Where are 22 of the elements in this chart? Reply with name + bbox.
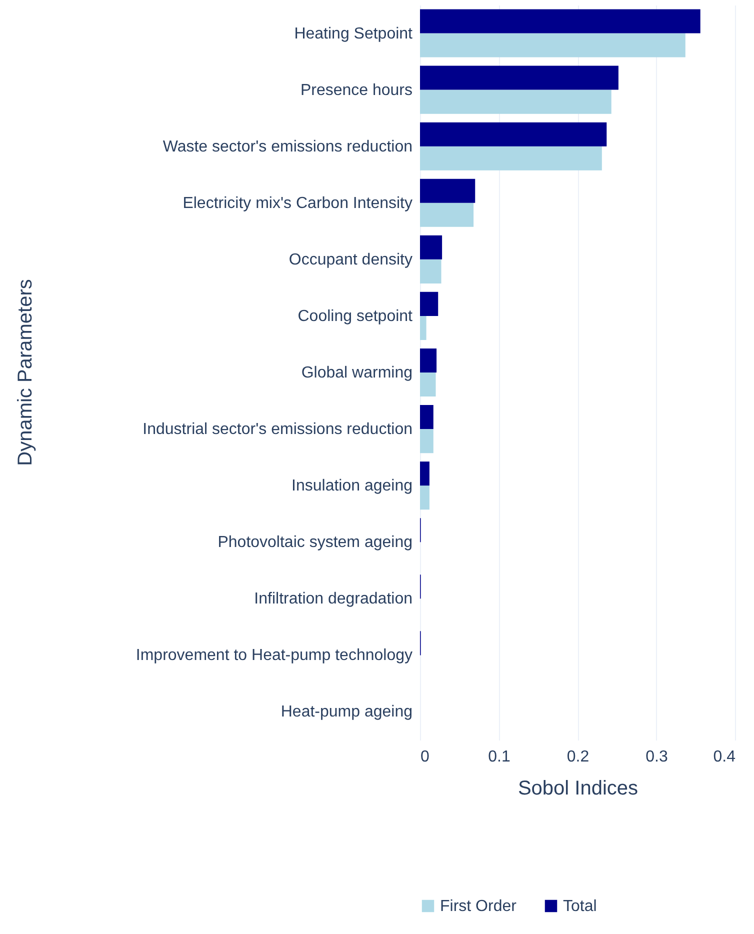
y-tick-label: Global warming	[301, 364, 412, 382]
legend-label: First Order	[440, 898, 518, 915]
y-tick-label: Heat-pump ageing	[280, 704, 412, 721]
y-axis-title: Dynamic Parameters	[14, 279, 36, 466]
legend-label: Total	[563, 898, 597, 915]
y-tick-label: Industrial sector's emissions reduction	[142, 421, 412, 438]
y-tick-label: Improvement to Heat-pump technology	[136, 647, 412, 664]
x-tick-label: 0.4	[713, 748, 736, 766]
x-axis-title: Sobol Indices	[518, 778, 638, 800]
y-tick-label: Presence hours	[300, 82, 412, 99]
y-tick-label: Heating Setpoint	[294, 25, 414, 42]
x-tick-label: 0.3	[646, 748, 668, 766]
x-tick-label: 0	[420, 748, 430, 766]
y-tick-label: Infiltration degradation	[254, 590, 412, 608]
x-tick-label: 0.1	[488, 748, 510, 766]
y-tick-label: Electricity mix's Carbon Intensity	[182, 194, 412, 212]
y-tick-label: Photovoltaic system ageing	[218, 534, 412, 552]
y-tick-label: Insulation ageing	[292, 478, 412, 495]
y-tick-label: Waste sector's emissions reduction	[162, 138, 412, 156]
x-tick-label: 0.2	[566, 748, 590, 766]
y-tick-label: Occupant density	[288, 251, 412, 268]
y-tick-label: Cooling setpoint	[298, 308, 414, 325]
